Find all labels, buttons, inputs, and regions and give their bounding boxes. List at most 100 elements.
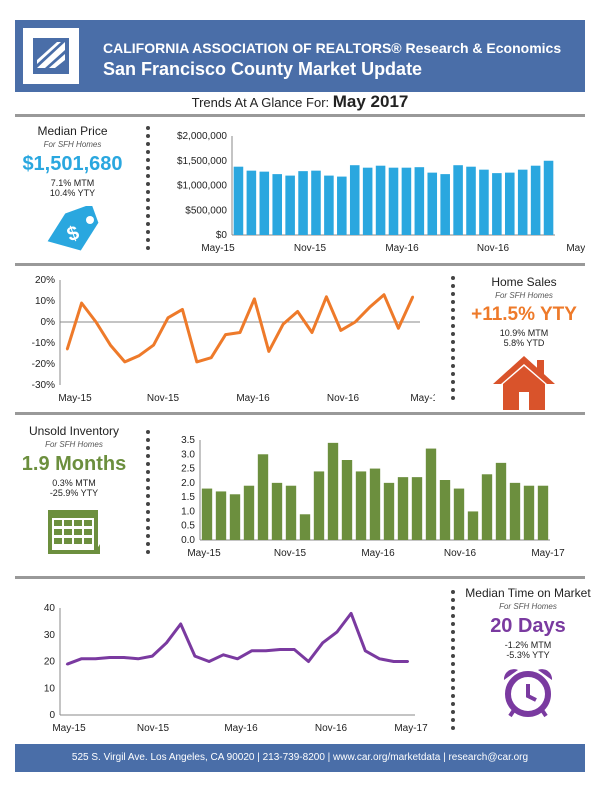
- bar: [492, 173, 502, 235]
- bar: [272, 174, 283, 235]
- median-price-yty: 10.4% YTY: [49, 188, 96, 198]
- time-on-market-yty: -5.3% YTY: [506, 650, 550, 660]
- data-point: [165, 641, 168, 644]
- inventory-value: 1.9 Months: [21, 453, 127, 475]
- data-point: [382, 293, 386, 296]
- dotted-separator: [146, 430, 150, 558]
- y-tick-label: -20%: [32, 359, 55, 370]
- data-point: [335, 630, 339, 634]
- data-point: [179, 622, 182, 626]
- data-point: [123, 360, 127, 364]
- data-point: [411, 295, 414, 298]
- house-icon: [491, 354, 557, 410]
- x-tick-label: Nov-16: [477, 243, 510, 254]
- y-tick-label: 20: [44, 657, 56, 668]
- y-tick-label: 2.5: [181, 464, 195, 475]
- inventory-title: Unsold Inventory: [28, 424, 120, 438]
- divider: [15, 263, 585, 266]
- x-tick-label: Nov-15: [137, 723, 170, 734]
- data-point: [368, 306, 371, 309]
- x-tick-label: May-15: [187, 548, 221, 559]
- series-line: [65, 293, 415, 364]
- data-point: [267, 350, 270, 353]
- bar: [543, 160, 554, 235]
- data-point: [166, 316, 170, 319]
- home-sales-mtm: 10.9% MTM: [499, 328, 549, 338]
- median-price-value: $1,501,680: [22, 153, 123, 175]
- header-banner: CALIFORNIA ASSOCIATION OF REALTORS® Rese…: [15, 20, 585, 92]
- bar: [271, 482, 283, 540]
- data-point: [364, 649, 367, 652]
- y-tick-label: $1,000,000: [177, 181, 227, 192]
- home-sales-sub: For SFH Homes: [495, 291, 553, 300]
- trends-label: Trends At A Glance For:: [191, 95, 333, 110]
- data-point: [310, 331, 314, 334]
- home-sales-chart: -30% -20% -10% 0% 10% 20% May-15 Nov-15 May-16 No…: [32, 275, 435, 404]
- header-org: CALIFORNIA ASSOCIATION OF REALTORS® Rese…: [103, 40, 562, 56]
- data-point: [349, 612, 353, 615]
- bar: [257, 454, 269, 540]
- bar: [313, 471, 325, 540]
- y-tick-label: 3.5: [181, 435, 195, 446]
- home-sales-value: +11.5% YTY: [471, 304, 577, 325]
- bar: [481, 474, 493, 540]
- bar: [233, 166, 244, 235]
- price-tag-icon: $: [38, 203, 108, 256]
- bar: [411, 477, 423, 540]
- data-point: [354, 320, 357, 324]
- x-tick-label: May-17: [410, 393, 435, 404]
- y-tick-label: -30%: [32, 380, 55, 391]
- dotted-separator: [451, 590, 455, 734]
- data-point: [94, 657, 97, 661]
- x-tick-label: Nov-15: [147, 393, 180, 404]
- data-point: [193, 654, 197, 658]
- time-on-market-value: 20 Days: [490, 615, 566, 637]
- time-on-market-panel: Median Time on Market For SFH Homes 20 D…: [463, 586, 593, 718]
- inventory-yty: -25.9% YTY: [49, 488, 99, 498]
- data-point: [109, 343, 112, 347]
- bar: [537, 485, 549, 540]
- x-tick-label: Nov-15: [294, 243, 327, 254]
- home-sales-title: Home Sales: [491, 275, 557, 289]
- y-tick-label: 3.0: [181, 449, 195, 460]
- data-point: [80, 301, 83, 305]
- bar: [298, 171, 308, 235]
- bar: [440, 174, 450, 235]
- median-price-sub: For SFH Homes: [43, 140, 102, 149]
- time-on-market-mtm: -1.2% MTM: [504, 640, 552, 650]
- trends-line: Trends At A Glance For: May 2017: [0, 92, 600, 112]
- data-point: [122, 656, 126, 659]
- data-point: [236, 657, 239, 661]
- bar: [362, 167, 373, 235]
- data-point: [282, 322, 285, 326]
- bar: [369, 468, 381, 540]
- y-tick-label: 1.5: [181, 492, 195, 503]
- divider: [15, 114, 585, 117]
- median-price-mtm: 7.1% MTM: [50, 178, 95, 188]
- median-price-title: Median Price: [37, 124, 108, 138]
- time-on-market-sub: For SFH Homes: [499, 602, 557, 611]
- data-point: [321, 641, 324, 644]
- data-point: [339, 329, 342, 332]
- x-tick-label: May-17: [394, 723, 428, 734]
- y-tick-label: 0.0: [181, 535, 195, 546]
- data-point: [278, 648, 282, 651]
- header-title: San Francisco County Market Update: [103, 59, 423, 79]
- data-point: [138, 354, 141, 357]
- x-tick-label: May-16: [224, 723, 258, 734]
- x-tick-label: Nov-16: [444, 548, 477, 559]
- y-tick-label: -10%: [32, 338, 55, 349]
- divider: [15, 412, 585, 415]
- y-tick-label: 0: [49, 710, 55, 721]
- data-point: [307, 660, 310, 663]
- x-tick-label: May-17: [566, 243, 585, 254]
- bar: [530, 165, 541, 235]
- y-tick-label: 2.0: [181, 478, 195, 489]
- y-tick-label: $500,000: [185, 205, 227, 216]
- bar: [401, 167, 412, 235]
- inventory-panel: Unsold Inventory For SFH Homes 1.9 Month…: [15, 424, 133, 560]
- bar: [388, 167, 399, 235]
- data-point: [151, 654, 154, 658]
- data-point: [264, 649, 268, 652]
- x-tick-label: May-16: [236, 393, 270, 404]
